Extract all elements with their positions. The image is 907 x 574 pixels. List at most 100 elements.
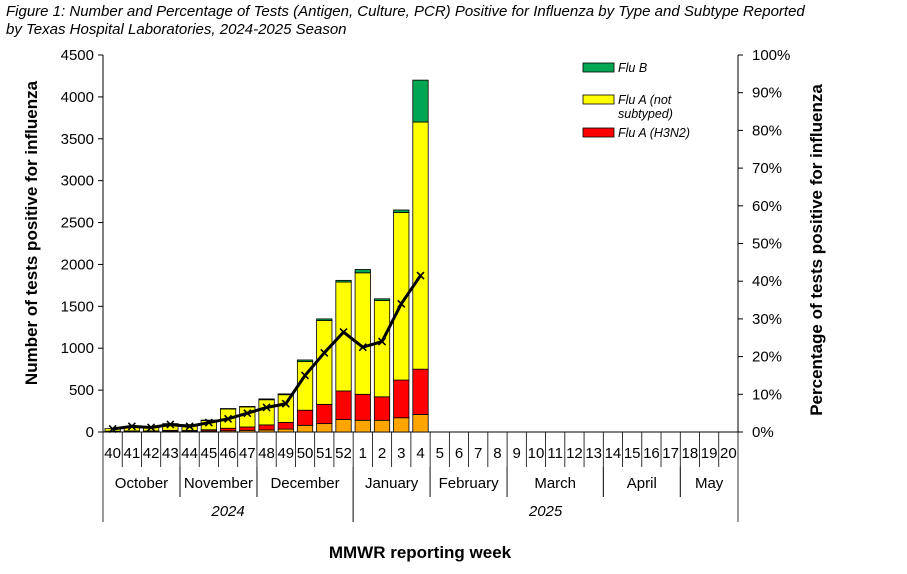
right-tick-label: 90% [752, 85, 782, 102]
bar-segment [335, 419, 352, 433]
right-tick-label: 60% [752, 198, 782, 215]
month-label: January [365, 475, 419, 492]
legend: Flu B Flu A (not subtyped) Flu A (H3N2) [582, 61, 690, 140]
right-tick-label: 40% [752, 273, 782, 290]
percent-point [204, 418, 213, 427]
bar-segment [335, 390, 352, 420]
percent-point [127, 422, 136, 431]
right-tick-label: 70% [752, 160, 782, 177]
bar-segment [258, 398, 275, 401]
bar-segment [393, 417, 410, 433]
left-tick-label: 0 [86, 424, 94, 441]
percent-point [320, 348, 329, 357]
week-tick-label: 41 [124, 445, 141, 462]
bar-segment [354, 272, 371, 395]
week-tick-label: 8 [493, 445, 501, 462]
bar-segment [296, 424, 314, 433]
percent-point [416, 271, 425, 280]
percent-point [397, 299, 406, 308]
bar-segment [316, 423, 333, 433]
week-tick-label: 45 [200, 445, 217, 462]
week-tick-label: 51 [316, 445, 333, 462]
legend-swatch [582, 62, 615, 73]
left-tick-label: 4000 [61, 89, 94, 106]
bar-segment [354, 393, 371, 421]
week-tick-label: 2 [378, 445, 386, 462]
bar-segment [219, 408, 237, 410]
week-tick-label: 50 [297, 445, 314, 462]
bar-segment [316, 320, 333, 405]
bar-segment [412, 79, 429, 123]
percent-point [262, 403, 271, 412]
y-axis-left-label: Number of tests positive for influenza [22, 80, 41, 385]
chart-frame: 40 41 42 43 44 45 46 47 48 49 50 51 52 1 2 3 4 5 6 7 8 9 10 11 1… [102, 431, 739, 522]
x-axis-label: MMWR reporting week [329, 543, 512, 562]
right-tick-label: 0% [752, 424, 774, 441]
week-tick-label: 19 [701, 445, 718, 462]
legend-label: Flu B [618, 61, 647, 75]
week-tick-label: 42 [143, 445, 160, 462]
bar-segment [277, 421, 294, 430]
week-tick-label: 44 [181, 445, 198, 462]
week-tick-label: 10 [528, 445, 545, 462]
legend-item: Flu B [582, 61, 647, 75]
week-tick-label: 40 [104, 445, 121, 462]
bar-segment [316, 318, 333, 321]
chart-title: Figure 1: Number and Percentage of Tests… [6, 3, 906, 39]
bar-segment [354, 419, 371, 433]
percent-point [166, 420, 175, 429]
week-tick-label: 18 [682, 445, 699, 462]
week-tick-label: 47 [239, 445, 256, 462]
percent-point [377, 337, 387, 346]
month-label: May [695, 475, 724, 492]
bar-segment [335, 279, 352, 283]
bar-segment [296, 359, 314, 363]
percent-point [243, 409, 252, 418]
bar-segment [373, 419, 391, 433]
bar-segment [412, 368, 429, 415]
week-tick-label: 7 [474, 445, 482, 462]
percent-point [281, 399, 290, 408]
bar-segment [239, 406, 256, 408]
bar-segment [373, 298, 391, 301]
month-label: December [270, 475, 339, 492]
percent-point [185, 422, 194, 431]
bar-segment [258, 399, 275, 426]
week-tick-label: 52 [335, 445, 352, 462]
legend-swatch [582, 127, 615, 138]
percent-point [147, 423, 156, 432]
bar-segment [277, 428, 294, 433]
month-label: April [627, 475, 657, 492]
year-label: 2025 [528, 503, 563, 520]
right-tick-label: 100% [752, 47, 790, 64]
week-tick-label: 3 [397, 445, 405, 462]
week-tick-label: 12 [566, 445, 583, 462]
week-tick-label: 48 [258, 445, 275, 462]
right-tick-label: 20% [752, 349, 782, 366]
percent-line [108, 271, 425, 434]
bar-segment [393, 209, 410, 213]
week-tick-label: 15 [624, 445, 641, 462]
week-tick-label: 43 [162, 445, 179, 462]
left-tick-label: 2000 [61, 256, 94, 273]
left-tick-label: 500 [69, 382, 94, 399]
week-tick-label: 14 [605, 445, 622, 462]
chart-title-line-2: by Texas Hospital Laboratories, 2024-202… [6, 21, 347, 38]
bar-segment [373, 300, 391, 398]
bar-segment [296, 409, 314, 426]
left-tick-label: 3500 [61, 131, 94, 148]
legend-swatch [582, 94, 615, 105]
percent-point [358, 343, 367, 352]
week-tick-label: 16 [643, 445, 660, 462]
right-tick-label: 30% [752, 311, 782, 328]
month-label: November [184, 475, 253, 492]
bar-segment [393, 379, 410, 419]
week-tick-label: 5 [436, 445, 444, 462]
percent-point [108, 424, 117, 434]
bar-segment [412, 121, 429, 370]
right-tick-label: 10% [752, 386, 782, 403]
chart-axes: 0 500 1000 1500 2000 2500 3000 3500 4000 4500 0% 10… [22, 47, 826, 562]
bar-segment [354, 269, 371, 274]
left-tick-label: 2500 [61, 215, 94, 232]
year-label: 2024 [210, 503, 244, 520]
